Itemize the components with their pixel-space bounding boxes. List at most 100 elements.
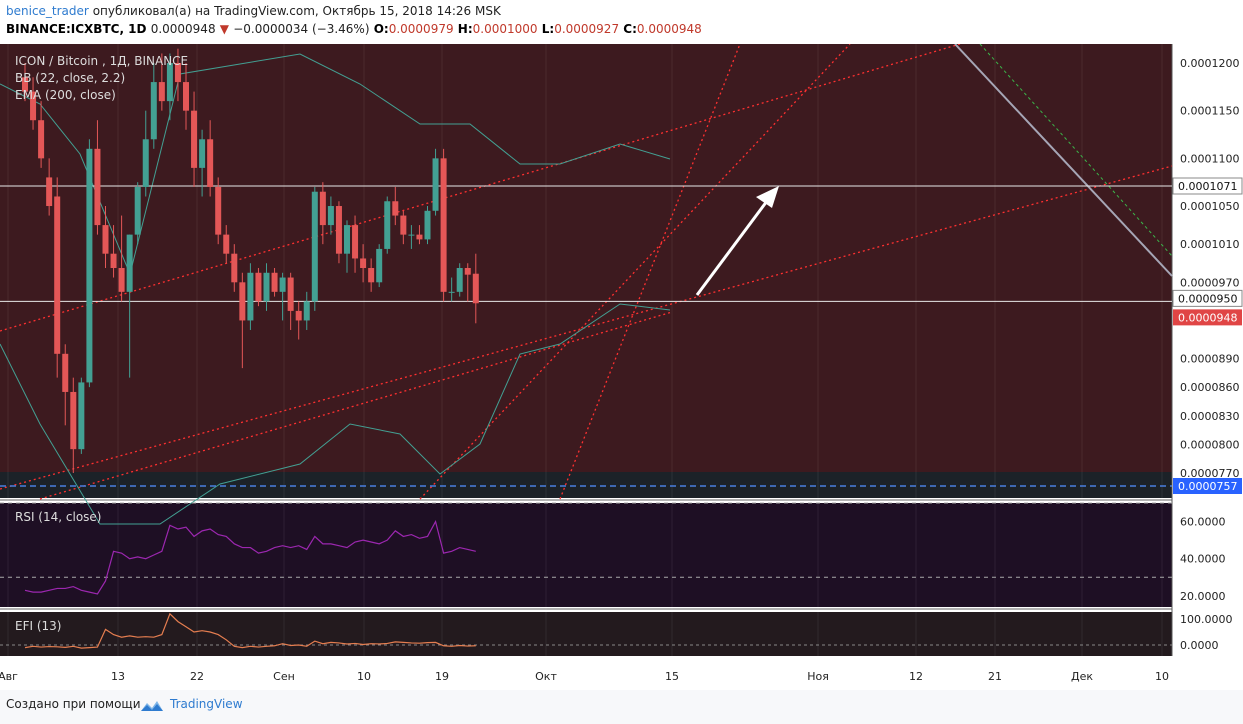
candle-body xyxy=(472,273,479,304)
candle-body xyxy=(376,248,383,283)
candle-body xyxy=(46,177,53,207)
candle-body xyxy=(118,268,125,292)
chart-area[interactable]: 0.0001200 0.0001150 0.0001100 0.0001050 0.00… xyxy=(0,43,1243,690)
candle-body xyxy=(271,272,278,292)
candle-body xyxy=(327,206,334,226)
candle-body xyxy=(295,310,302,321)
candle-body xyxy=(263,272,270,302)
rsi-line xyxy=(24,519,476,595)
trendline xyxy=(559,43,741,500)
low-label: L: xyxy=(541,22,555,36)
price-tick-label: 0.0000860 xyxy=(1180,381,1240,394)
high-value: 0.0001000 xyxy=(472,22,538,36)
efi-tick-label: 100.0000 xyxy=(1180,613,1233,626)
efi-line xyxy=(24,612,476,649)
time-tick-label: 10 xyxy=(1155,670,1169,683)
candle-body xyxy=(62,353,69,392)
arrow-head-icon xyxy=(756,186,779,208)
high-label: H: xyxy=(457,22,473,36)
legend-title: ICON / Bitcoin , 1Д, BINANCE xyxy=(15,54,189,68)
trendline xyxy=(0,43,961,332)
time-tick-label: Ноя xyxy=(807,670,829,683)
price-tag-label: 0.0000757 xyxy=(1178,480,1238,493)
rsi-pane-bg xyxy=(0,503,1172,607)
candle-body xyxy=(54,196,61,354)
candle-body xyxy=(311,191,318,302)
published-text: опубликовал(а) на TradingView.com, Октяб… xyxy=(92,4,501,18)
price-tag xyxy=(1173,478,1242,494)
price-tick-label: 0.0001100 xyxy=(1180,152,1240,165)
candle-body xyxy=(440,158,447,292)
open-value: 0.0000979 xyxy=(388,22,454,36)
candle-body xyxy=(231,253,238,283)
candle-body xyxy=(432,158,439,211)
candle-body xyxy=(215,186,222,235)
author-link[interactable]: benice_trader xyxy=(6,4,89,18)
price-tick-label: 0.0000770 xyxy=(1180,467,1240,480)
time-tick-label: Дек xyxy=(1071,670,1093,683)
candle-body xyxy=(94,148,101,226)
candle-body xyxy=(166,63,173,102)
footer-brand-link[interactable]: TradingView xyxy=(170,697,243,711)
candle-body xyxy=(22,77,28,92)
candle-body xyxy=(150,82,157,140)
price-axis-bg xyxy=(1172,44,1243,656)
price-tick-label: 0.0000830 xyxy=(1180,410,1240,423)
candle-body xyxy=(344,225,350,254)
time-tick-label: 19 xyxy=(435,670,449,683)
chart-header: benice_trader опубликовал(а) на TradingV… xyxy=(0,0,1243,44)
candle-body xyxy=(38,120,45,159)
price-tick-label: 0.0001010 xyxy=(1180,238,1240,251)
legend-rsi: RSI (14, close) xyxy=(15,510,102,524)
price-tick-label: 0.0000970 xyxy=(1180,276,1240,289)
candle-body xyxy=(408,234,415,236)
candle-body xyxy=(191,110,198,168)
price-tick-label: 0.0001050 xyxy=(1180,200,1240,213)
support-zone xyxy=(0,472,1172,498)
candle-body xyxy=(360,258,367,268)
candle-body xyxy=(158,82,165,102)
last-price: 0.0000948 xyxy=(150,22,216,36)
candle-body xyxy=(392,201,399,216)
candle-body xyxy=(247,272,254,321)
candle-body xyxy=(368,268,375,283)
candle-body xyxy=(279,277,286,292)
chart-svg[interactable]: 0.0001200 0.0001150 0.0001100 0.0001050 0.00… xyxy=(0,43,1243,690)
candle-body xyxy=(30,91,37,121)
candle-body xyxy=(207,139,214,187)
candle-body xyxy=(70,391,77,450)
time-tick-label: 10 xyxy=(357,670,371,683)
publish-line: benice_trader опубликовал(а) на TradingV… xyxy=(6,4,501,18)
candle-body xyxy=(456,268,463,292)
candle-body xyxy=(239,282,246,321)
candle-body xyxy=(199,139,206,168)
time-tick-label: 12 xyxy=(909,670,923,683)
price-change: −0.0000034 (−3.46%) xyxy=(233,22,370,36)
candle-body xyxy=(86,148,93,383)
time-tick-label: 22 xyxy=(190,670,204,683)
time-tick-label: Авг xyxy=(0,670,18,683)
trendline xyxy=(419,43,851,500)
candle-body xyxy=(110,253,117,268)
footer: Создано при помощи TradingView xyxy=(0,690,1243,724)
down-triangle-icon: ▼ xyxy=(219,22,230,36)
rsi-tick-label: 60.0000 xyxy=(1180,516,1226,529)
close-label: C: xyxy=(623,22,637,36)
time-tick-label: 13 xyxy=(111,670,125,683)
price-tag-label: 0.0000950 xyxy=(1178,292,1238,305)
price-tick-label: 0.0001150 xyxy=(1180,105,1240,118)
candle-body xyxy=(255,272,262,302)
candle-body xyxy=(174,63,181,83)
legend-ema: EMA (200, close) xyxy=(15,88,116,102)
main-pane-bg xyxy=(0,44,1172,498)
price-tag xyxy=(1173,309,1242,326)
price-tick-label: 0.0000800 xyxy=(1180,438,1240,451)
rsi-tick-label: 40.0000 xyxy=(1180,553,1226,566)
candle-body xyxy=(134,186,141,235)
price-tag xyxy=(1172,289,1243,307)
legend-bb: BB (22, close, 2.2) xyxy=(15,71,126,85)
candle-body xyxy=(78,382,85,450)
rsi-tick-label: 20.0000 xyxy=(1180,590,1226,603)
time-tick-label: 21 xyxy=(988,670,1002,683)
legend-efi: EFI (13) xyxy=(15,619,62,633)
